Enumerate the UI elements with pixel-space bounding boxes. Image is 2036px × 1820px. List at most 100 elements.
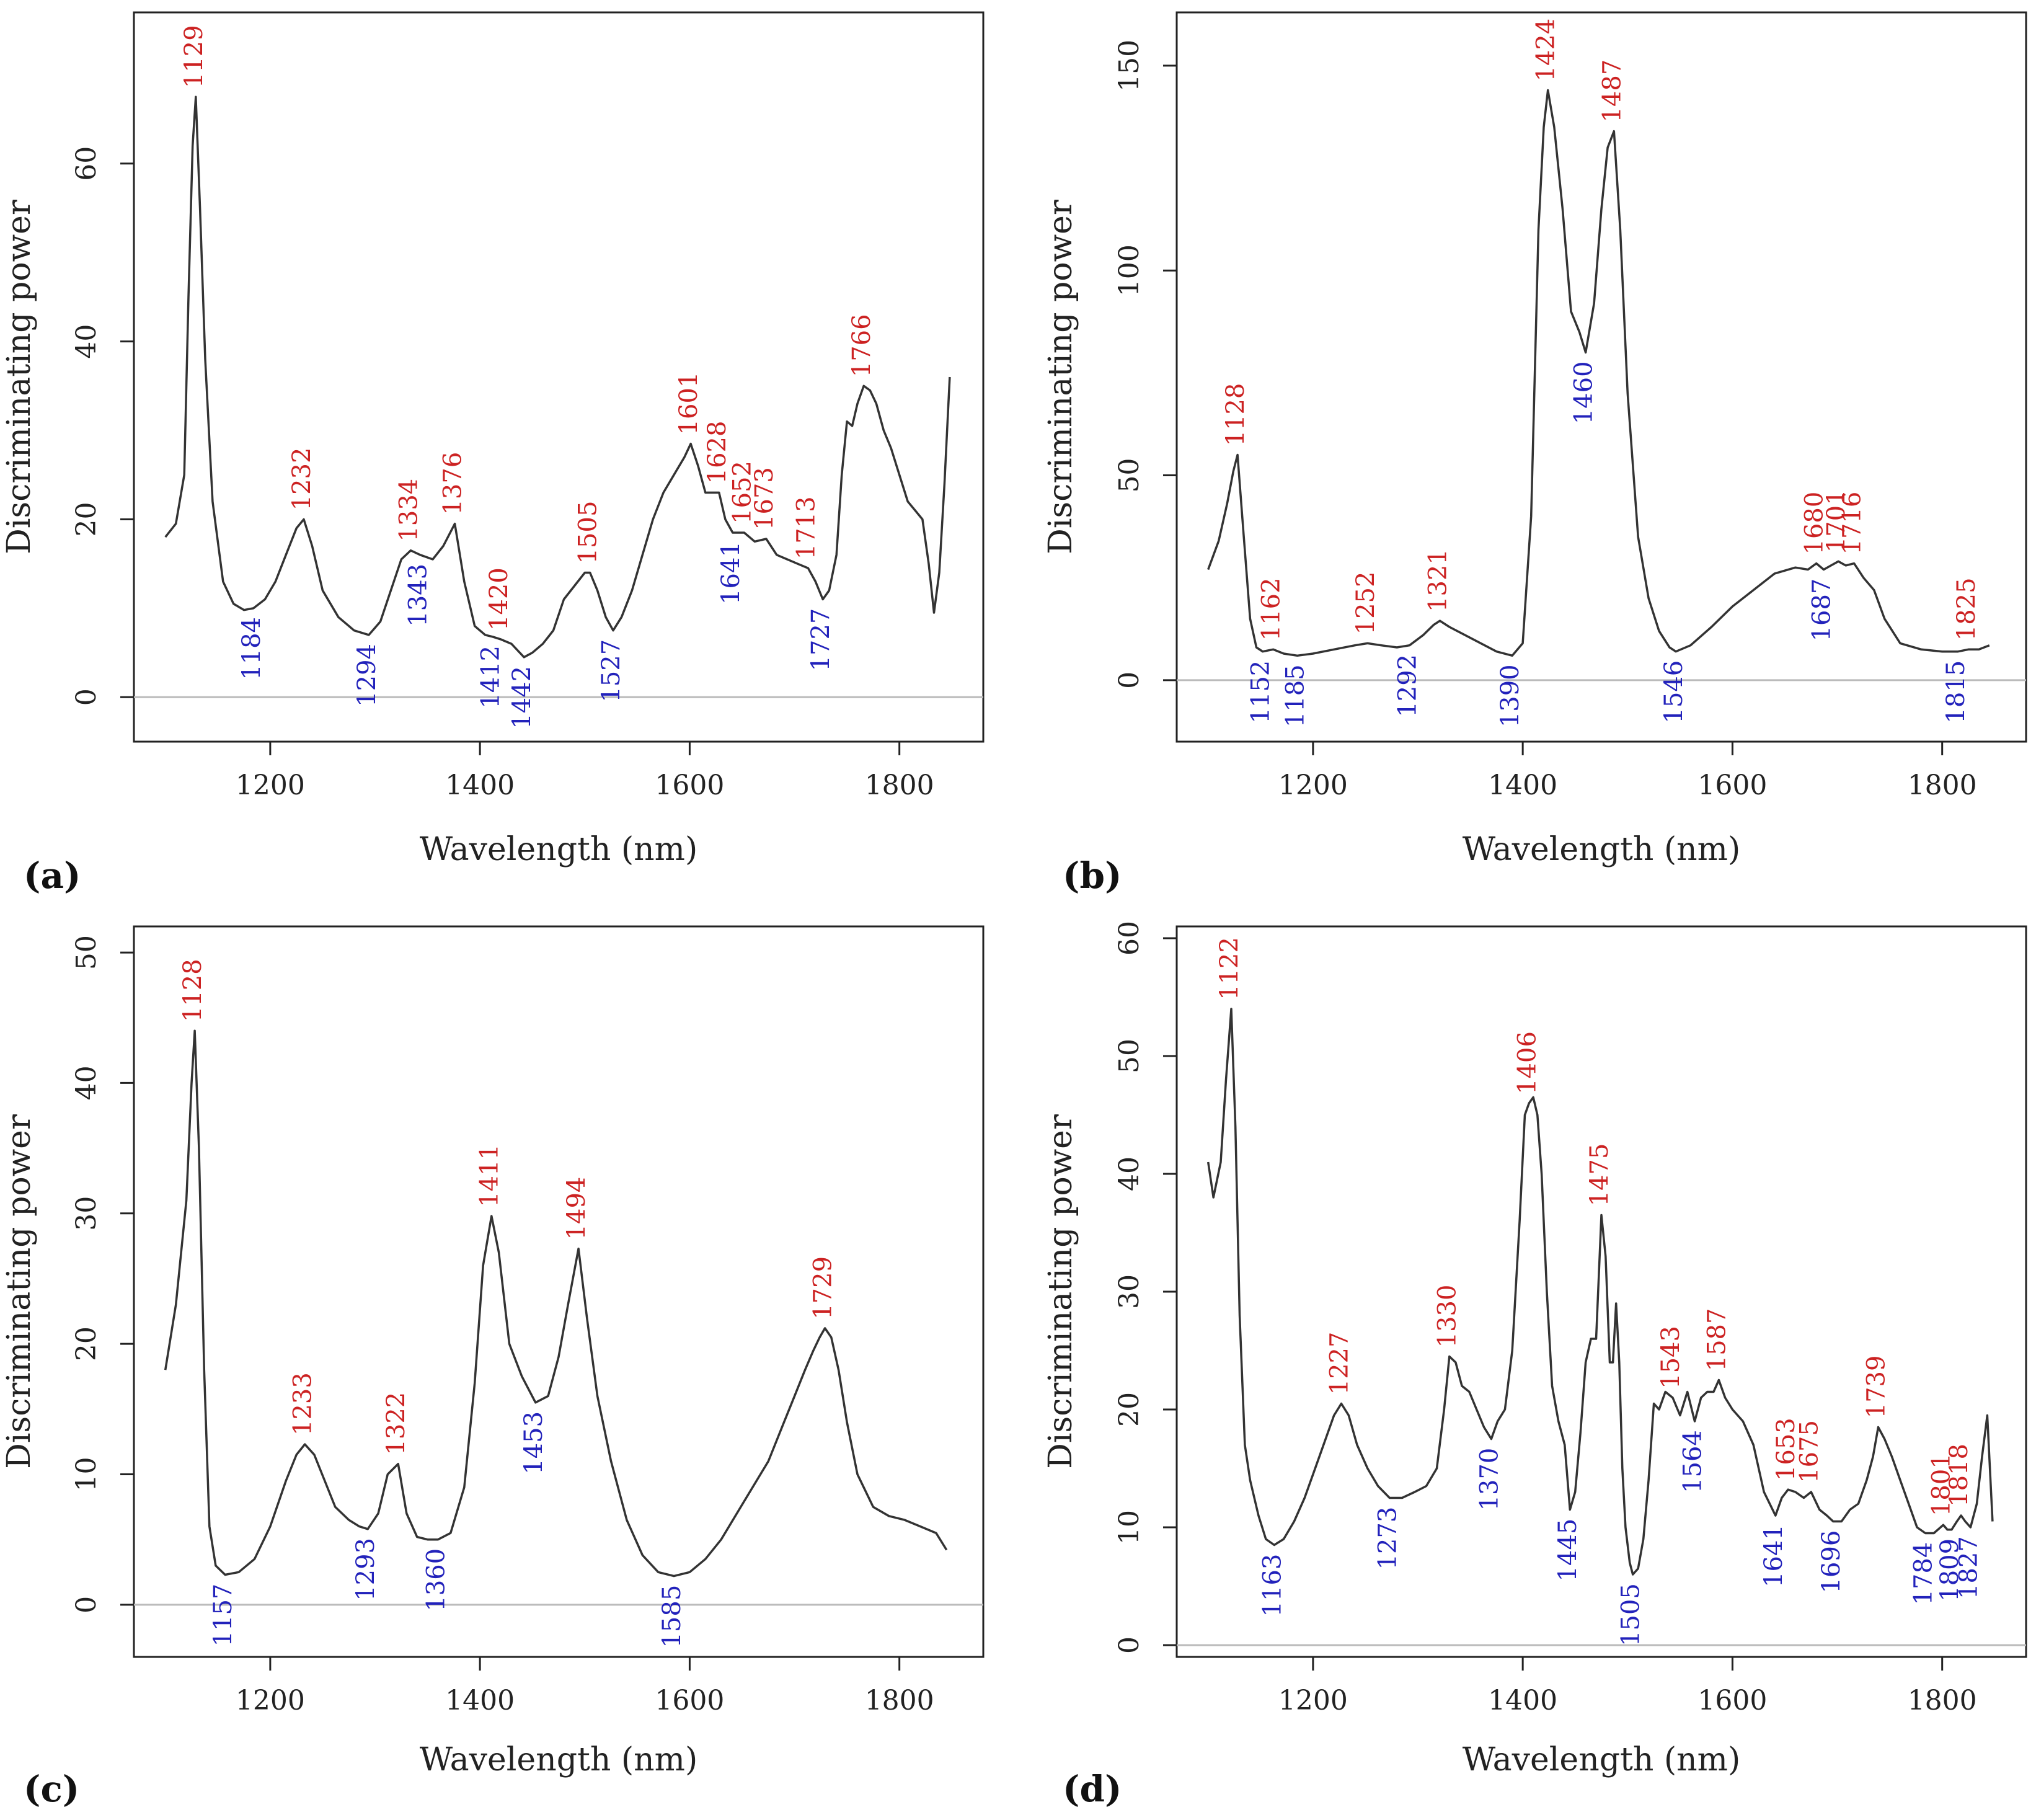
y-axis-label: Discriminating power — [1, 1114, 38, 1469]
peak-label: 1406 — [1513, 1031, 1541, 1094]
y-tick-label: 60 — [71, 146, 102, 181]
y-tick-label: 150 — [1113, 40, 1145, 92]
y-tick-label: 50 — [1113, 1039, 1145, 1073]
x-tick-label: 1800 — [865, 770, 934, 801]
valley-label: 1546 — [1660, 660, 1688, 724]
valley-label: 1827 — [1954, 1536, 1983, 1599]
peak-label: 1505 — [574, 501, 603, 564]
y-axis-label: Discriminating power — [1, 200, 38, 554]
series-line — [164, 95, 951, 659]
peak-label: 1227 — [1326, 1332, 1354, 1395]
peak-label: 1475 — [1585, 1143, 1614, 1207]
valley-label: 1442 — [508, 666, 536, 729]
y-axis-label: Discriminating power — [1042, 1114, 1079, 1469]
peak-label: 1321 — [1424, 549, 1453, 612]
peak-label: 1420 — [485, 567, 513, 631]
valley-label: 1412 — [476, 646, 505, 709]
series-line — [1206, 1008, 1994, 1576]
y-tick-label: 50 — [1113, 458, 1145, 493]
peak-label: 1334 — [395, 479, 423, 542]
valley-label: 1293 — [352, 1538, 380, 1601]
x-axis-label: Wavelength (nm) — [420, 1741, 698, 1778]
peak-label: 1587 — [1702, 1308, 1731, 1372]
chart-panel: 1200 1400 1600 1800 0 10 20 30 40 50 60 Wavelength … — [1042, 921, 2027, 1810]
x-tick-label: 1400 — [445, 1685, 515, 1716]
peak-label: 1129 — [180, 25, 208, 88]
y-tick-label: 50 — [71, 935, 102, 970]
x-tick-label: 1200 — [1278, 770, 1348, 801]
series-line — [1207, 89, 1990, 657]
x-axis-label: Wavelength (nm) — [420, 831, 698, 868]
x-tick-label: 1200 — [1278, 1685, 1348, 1716]
valley-label: 1453 — [520, 1411, 548, 1475]
y-tick-label: 20 — [1113, 1392, 1145, 1427]
plot-frame — [1175, 11, 2027, 743]
valley-label: 1163 — [1258, 1554, 1286, 1617]
x-tick-label: 1400 — [445, 770, 515, 801]
valley-label: 1460 — [1570, 361, 1598, 424]
valley-label: 1445 — [1554, 1519, 1582, 1582]
valley-label: 1360 — [422, 1548, 450, 1612]
peak-label: 1675 — [1795, 1420, 1823, 1483]
y-tick-label: 40 — [1113, 1156, 1145, 1191]
valley-label: 1370 — [1475, 1448, 1503, 1511]
y-tick-label: 0 — [71, 688, 102, 706]
series-line — [164, 1029, 948, 1578]
x-tick-label: 1800 — [865, 1685, 934, 1716]
peak-label: 1801 — [1927, 1453, 1955, 1516]
valley-label: 1294 — [353, 644, 381, 707]
peak-label: 1673 — [750, 467, 779, 530]
y-tick-label: 100 — [1113, 244, 1145, 296]
panel-label: (a) — [24, 855, 81, 897]
peak-label: 1729 — [809, 1256, 838, 1320]
valley-label: 1390 — [1496, 664, 1525, 727]
peak-label: 1128 — [1221, 383, 1250, 446]
chart-panel: 1200 1400 1600 1800 0 20 40 60 Wavelength (nm) Di… — [1, 11, 985, 897]
peak-label: 1411 — [476, 1144, 504, 1207]
y-tick-label: 0 — [71, 1596, 102, 1614]
valley-label: 1727 — [807, 608, 835, 672]
x-axis-label: Wavelength (nm) — [1463, 831, 1741, 868]
peak-label: 1162 — [1257, 577, 1286, 641]
x-tick-label: 1600 — [1697, 1685, 1767, 1716]
y-tick-label: 30 — [71, 1196, 102, 1231]
valley-label: 1273 — [1373, 1507, 1402, 1570]
peak-label: 1128 — [179, 959, 207, 1022]
panel-label: (c) — [24, 1768, 79, 1810]
peak-label: 1376 — [439, 452, 467, 515]
peak-label: 1652 — [728, 461, 756, 524]
peak-label: 1825 — [1952, 577, 1981, 641]
peak-label: 1233 — [289, 1372, 317, 1436]
peak-label: 1122 — [1215, 937, 1244, 1000]
valley-label: 1152 — [1247, 660, 1275, 724]
y-tick-label: 20 — [71, 1326, 102, 1361]
peak-label: 1494 — [562, 1177, 591, 1240]
x-tick-label: 1800 — [1908, 1685, 1977, 1716]
valley-label: 1815 — [1942, 660, 1970, 724]
x-tick-label: 1600 — [655, 770, 724, 801]
valley-label: 1641 — [1759, 1524, 1788, 1587]
chart-panel: 1200 1400 1600 1800 0 10 20 30 40 50 Wavelength (n… — [1, 925, 985, 1810]
peak-label: 1653 — [1772, 1418, 1800, 1481]
y-tick-label: 10 — [1113, 1510, 1145, 1545]
x-tick-label: 1600 — [1697, 770, 1767, 801]
x-axis-label: Wavelength (nm) — [1463, 1741, 1741, 1778]
x-tick-label: 1400 — [1488, 1685, 1557, 1716]
peak-label: 1713 — [792, 496, 821, 559]
plot-frame — [133, 925, 985, 1658]
y-tick-label: 20 — [71, 502, 102, 536]
valley-label: 1696 — [1817, 1530, 1846, 1594]
peak-label: 1330 — [1433, 1285, 1462, 1348]
valley-label: 1687 — [1808, 579, 1836, 642]
y-tick-label: 40 — [71, 324, 102, 359]
valley-label: 1527 — [597, 639, 626, 703]
valley-label: 1564 — [1679, 1430, 1707, 1493]
peak-label: 1232 — [288, 448, 316, 511]
x-tick-label: 1600 — [655, 1685, 724, 1716]
peak-label: 1543 — [1657, 1326, 1685, 1389]
peak-label: 1628 — [703, 421, 732, 484]
peak-label: 1487 — [1598, 60, 1626, 123]
valley-label: 1184 — [237, 617, 266, 680]
